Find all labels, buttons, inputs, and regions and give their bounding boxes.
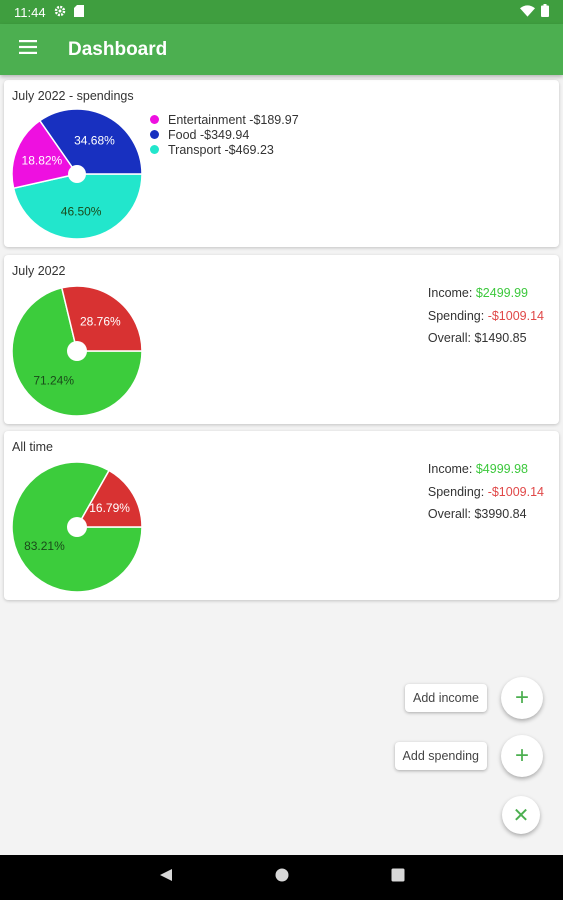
app-bar: Dashboard	[0, 24, 563, 75]
recents-button[interactable]	[386, 866, 410, 890]
legend-item: Transport -$469.23	[150, 142, 299, 157]
close-fab-button[interactable]: ✕	[502, 796, 540, 834]
pie-slice-label: 71.24%	[33, 374, 74, 388]
back-button[interactable]	[154, 866, 178, 890]
legend-text: Entertainment -$189.97	[168, 112, 299, 127]
status-time: 11:44	[14, 4, 46, 20]
spending-value: -$1009.14	[487, 308, 544, 323]
card-all-time-summary: All time 83.21% 16.79% Income: $4999.98 S…	[4, 431, 559, 600]
home-button[interactable]	[270, 866, 294, 890]
legend-dot-food	[150, 130, 159, 139]
summary-all-time: Income: $4999.98 Spending: -$1009.14 Ove…	[428, 458, 544, 526]
add-spending-label[interactable]: Add spending	[394, 742, 487, 770]
pie-slice[interactable]	[38, 108, 143, 175]
pie-slice-label: 83.21%	[24, 539, 65, 553]
pie-center-hole	[67, 517, 87, 537]
pie-center-hole	[68, 165, 86, 183]
legend-text: Food -$349.94	[168, 127, 250, 142]
overall-value: $3990.84	[474, 507, 527, 521]
pie-center-hole	[67, 341, 87, 361]
pie-slice-label: 28.76%	[80, 314, 121, 328]
legend-item: Entertainment -$189.97	[150, 112, 299, 127]
pie-slice-label: 16.79%	[89, 501, 130, 515]
pie-slice[interactable]	[11, 461, 143, 593]
card-title: July 2022 - spendings	[12, 89, 134, 103]
pie-slice-label: 46.50%	[61, 204, 102, 218]
legend-dot-entertainment	[150, 115, 159, 124]
plus-icon: +	[514, 684, 529, 711]
card-title: All time	[12, 440, 53, 454]
app-title: Dashboard	[68, 38, 168, 60]
pie-slice[interactable]	[60, 285, 143, 352]
status-bar: 11:44	[0, 0, 563, 24]
income-label: Income:	[427, 286, 473, 300]
pie-slice-label: 34.68%	[74, 134, 115, 148]
spending-row: Spending: -$1009.14	[428, 305, 544, 328]
spending-label: Spending:	[427, 308, 485, 323]
overall-label: Overall:	[427, 331, 471, 345]
pie-slice-label: 18.82%	[22, 153, 63, 167]
pie-chart-spendings[interactable]: 46.50% 18.82% 34.68%	[11, 108, 143, 240]
fab-add-spending-row: Add spending +	[394, 735, 543, 777]
recents-icon	[391, 868, 405, 887]
card-monthly-summary: July 2022 71.24% 28.76% Income: $2499.99 …	[4, 255, 559, 424]
pie-slice[interactable]	[75, 469, 143, 528]
income-label: Income:	[427, 462, 473, 476]
pie-chart-all-time[interactable]: 83.21% 16.79%	[11, 461, 143, 593]
pie-chart-monthly[interactable]: 71.24% 28.76%	[11, 285, 143, 417]
wifi-icon	[520, 4, 535, 20]
add-income-label[interactable]: Add income	[404, 684, 487, 712]
legend: Entertainment -$189.97 Food -$349.94 Tra…	[150, 112, 299, 157]
legend-item: Food -$349.94	[150, 127, 299, 142]
overall-value: $1490.85	[474, 331, 527, 345]
back-icon	[159, 868, 173, 887]
income-row: Income: $4999.98	[428, 458, 544, 481]
gear-icon	[54, 5, 66, 20]
overall-row: Overall: $3990.84	[428, 503, 544, 526]
add-income-button[interactable]: +	[501, 677, 543, 719]
income-value: $4999.98	[475, 462, 528, 476]
menu-icon	[19, 40, 37, 59]
fab-add-income-row: Add income +	[404, 677, 543, 719]
battery-icon	[541, 4, 549, 20]
spending-row: Spending: -$1009.14	[428, 481, 544, 504]
home-icon	[275, 868, 289, 887]
spending-label: Spending:	[427, 484, 485, 499]
income-value: $2499.99	[475, 286, 528, 300]
legend-text: Transport -$469.23	[168, 142, 274, 157]
legend-dot-transport	[150, 145, 159, 154]
summary-monthly: Income: $2499.99 Spending: -$1009.14 Ove…	[428, 282, 544, 350]
system-nav-bar	[0, 855, 563, 900]
add-spending-button[interactable]: +	[501, 735, 543, 777]
plus-icon: +	[514, 742, 529, 769]
card-monthly-spendings: July 2022 - spendings 46.50% 18.82% 34.68%…	[4, 80, 559, 247]
card-title: July 2022	[12, 264, 66, 278]
close-icon: ✕	[512, 804, 530, 827]
pie-slice[interactable]	[12, 173, 143, 240]
sd-card-icon	[73, 4, 84, 20]
overall-label: Overall:	[427, 507, 471, 521]
overall-row: Overall: $1490.85	[428, 327, 544, 350]
income-row: Income: $2499.99	[428, 282, 544, 305]
pie-slice[interactable]	[11, 119, 79, 190]
menu-button[interactable]	[0, 24, 56, 75]
spending-value: -$1009.14	[487, 484, 544, 499]
